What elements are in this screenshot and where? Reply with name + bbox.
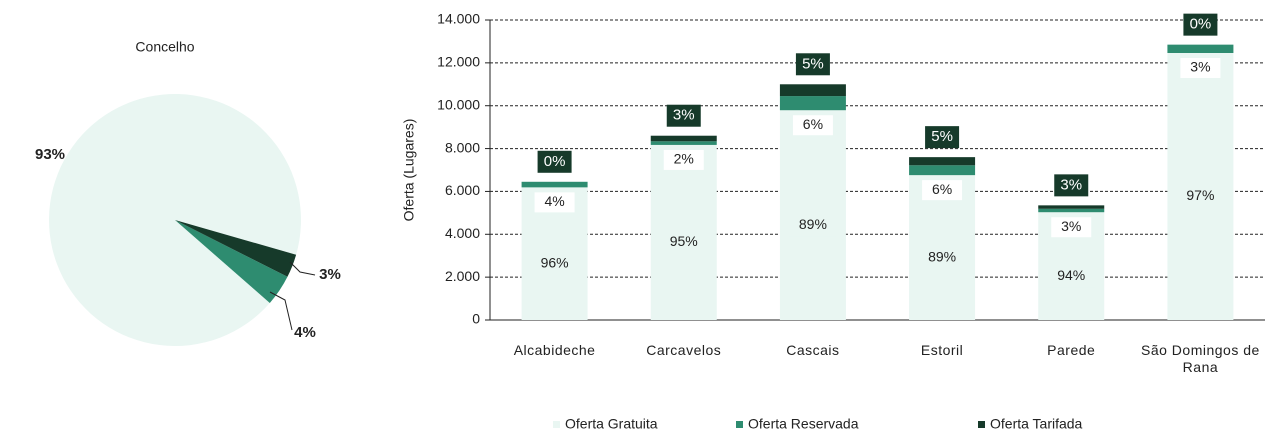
share-label: 5% <box>931 128 953 145</box>
share-label: 2% <box>674 151 694 167</box>
label-box <box>788 214 837 237</box>
y-tick-label: 6.000 <box>445 182 480 198</box>
share-label: 89% <box>799 216 827 232</box>
label-box <box>663 149 704 170</box>
x-tick-label: Parede <box>1047 342 1096 358</box>
share-label: 0% <box>544 153 566 170</box>
label-box <box>1176 185 1225 208</box>
legend-swatch <box>553 421 560 428</box>
bar-segment <box>1038 208 1105 213</box>
share-label: 6% <box>932 181 952 197</box>
label-box <box>534 192 575 213</box>
y-tick-label: 8.000 <box>445 139 480 155</box>
y-axis-label: Oferta (Lugares) <box>401 119 417 222</box>
share-label: 3% <box>1061 218 1081 234</box>
bar-segment <box>650 135 717 142</box>
label-box <box>922 180 963 201</box>
legend-label: Oferta Reservada <box>748 416 859 432</box>
label-box <box>792 115 833 136</box>
share-label: 4% <box>544 193 564 209</box>
legend-swatch <box>978 421 985 428</box>
y-tick-label: 4.000 <box>445 225 480 241</box>
y-tick-label: 0 <box>472 311 480 327</box>
x-tick-label: Cascais <box>786 342 840 358</box>
y-tick-label: 12.000 <box>437 54 480 70</box>
pie-label: 4% <box>294 324 316 341</box>
label-box <box>666 104 701 127</box>
pie-label: 93% <box>35 146 65 163</box>
pie-slice <box>175 220 297 277</box>
bar-segment <box>779 84 846 97</box>
share-label: 3% <box>673 107 695 124</box>
x-tick-label: Estoril <box>920 342 964 358</box>
leader-line <box>269 291 293 331</box>
label-box <box>1054 174 1089 197</box>
legend-swatch <box>736 421 743 428</box>
pie-label: 3% <box>319 266 341 283</box>
bar-segment <box>909 165 976 176</box>
label-box <box>1051 217 1092 238</box>
label-box <box>925 126 960 149</box>
share-label: 3% <box>1060 176 1082 193</box>
share-label: 3% <box>1190 59 1210 75</box>
bar-segment <box>1167 44 1234 53</box>
share-label: 6% <box>803 116 823 132</box>
pie-slice <box>175 220 288 303</box>
share-label: 94% <box>1057 267 1085 283</box>
share-label: 97% <box>1186 187 1214 203</box>
share-label: 0% <box>1190 16 1212 33</box>
x-tick-label: São Domingos de Rana <box>1141 342 1260 375</box>
legend-label: Oferta Gratuita <box>565 416 658 432</box>
bar-segment <box>521 181 588 188</box>
leader-line <box>289 261 316 276</box>
label-box <box>795 53 830 76</box>
y-tick-label: 14.000 <box>437 11 480 27</box>
x-tick-label: Alcabideche <box>513 342 596 358</box>
label-box <box>530 252 579 275</box>
label-box <box>659 231 708 254</box>
legend-label: Oferta Tarifada <box>990 416 1083 432</box>
bar-segment <box>779 96 846 111</box>
pie-title: Concelho <box>135 39 194 55</box>
bar-segment <box>650 141 717 145</box>
share-label: 96% <box>541 254 569 270</box>
label-box <box>1180 58 1221 78</box>
x-tick-label: Carcavelos <box>646 342 722 358</box>
bar-segment <box>909 157 976 166</box>
label-box <box>1183 13 1218 36</box>
share-label: 5% <box>802 55 824 72</box>
share-label: 89% <box>928 248 956 264</box>
label-box <box>537 150 572 173</box>
y-tick-label: 10.000 <box>437 96 480 112</box>
label-box <box>918 246 967 269</box>
label-box <box>1047 265 1096 288</box>
y-tick-label: 2.000 <box>445 268 480 284</box>
pie-slice <box>49 94 302 347</box>
bar-segment <box>1038 205 1105 209</box>
share-label: 95% <box>670 233 698 249</box>
